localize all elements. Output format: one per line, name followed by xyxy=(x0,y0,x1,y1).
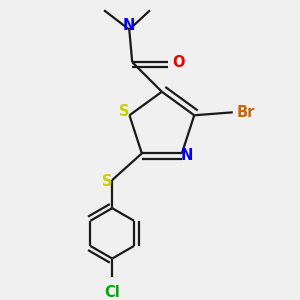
Text: S: S xyxy=(119,104,129,119)
Text: Cl: Cl xyxy=(104,285,120,300)
Text: N: N xyxy=(181,148,194,163)
Text: N: N xyxy=(123,18,136,33)
Text: Br: Br xyxy=(237,105,255,120)
Text: S: S xyxy=(102,174,113,189)
Text: O: O xyxy=(172,55,185,70)
